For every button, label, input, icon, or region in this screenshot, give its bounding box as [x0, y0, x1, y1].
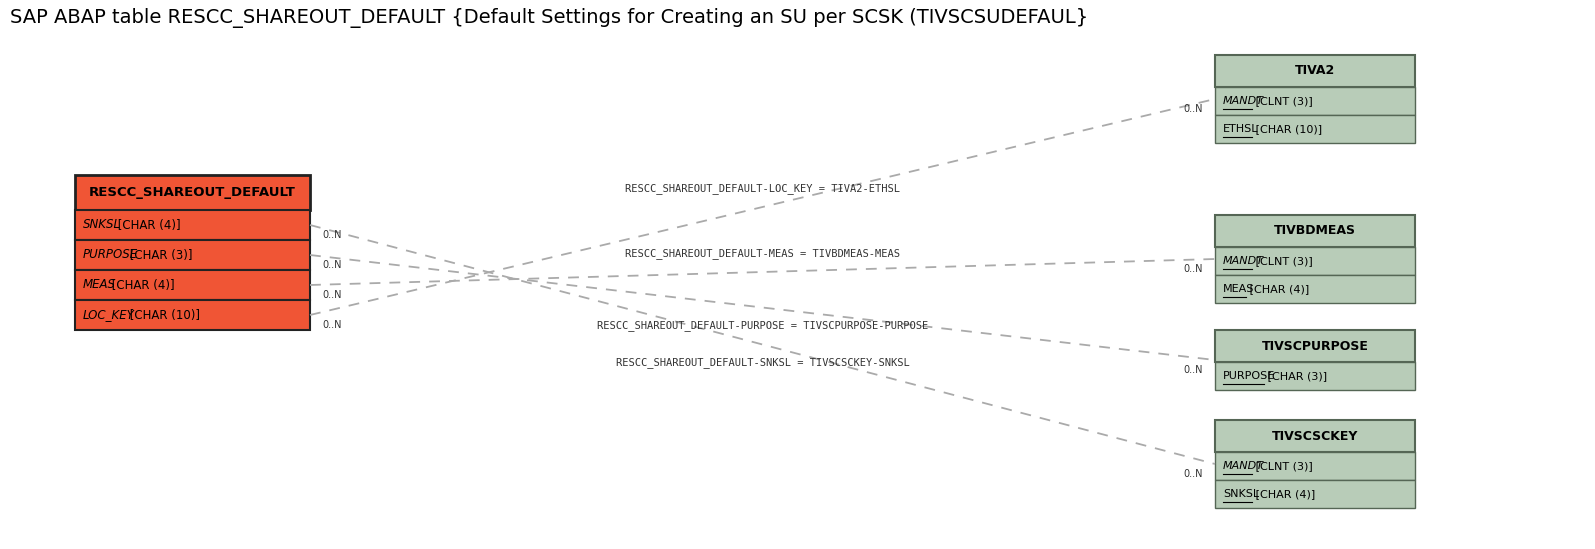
Text: [CHAR (3)]: [CHAR (3)]	[126, 249, 193, 261]
Text: RESCC_SHAREOUT_DEFAULT-MEAS = TIVBDMEAS-MEAS: RESCC_SHAREOUT_DEFAULT-MEAS = TIVBDMEAS-…	[625, 249, 900, 260]
FancyBboxPatch shape	[75, 240, 309, 270]
Text: [CLNT (3)]: [CLNT (3)]	[1252, 461, 1313, 471]
Text: [CHAR (4)]: [CHAR (4)]	[108, 278, 174, 292]
Text: 0..N: 0..N	[1183, 469, 1203, 479]
Text: MANDT: MANDT	[1223, 256, 1263, 266]
FancyBboxPatch shape	[75, 210, 309, 240]
FancyBboxPatch shape	[1215, 480, 1415, 508]
Text: PURPOSE: PURPOSE	[83, 249, 139, 261]
Text: TIVSCSCKEY: TIVSCSCKEY	[1271, 429, 1359, 442]
Text: [CHAR (4)]: [CHAR (4)]	[1246, 284, 1309, 294]
Text: 0..N: 0..N	[1183, 264, 1203, 274]
Text: 0..N: 0..N	[1183, 104, 1203, 114]
Text: 0..N: 0..N	[322, 320, 341, 330]
Text: MANDT: MANDT	[1223, 96, 1263, 106]
Text: 0..N: 0..N	[322, 230, 341, 240]
Text: PURPOSE: PURPOSE	[1223, 371, 1276, 381]
Text: TIVBDMEAS: TIVBDMEAS	[1274, 225, 1356, 238]
Text: [CLNT (3)]: [CLNT (3)]	[1252, 96, 1313, 106]
FancyBboxPatch shape	[1215, 275, 1415, 303]
FancyBboxPatch shape	[1215, 55, 1415, 87]
Text: ETHSL: ETHSL	[1223, 124, 1258, 134]
FancyBboxPatch shape	[1215, 330, 1415, 362]
Text: RESCC_SHAREOUT_DEFAULT-SNKSL = TIVSCSCKEY-SNKSL: RESCC_SHAREOUT_DEFAULT-SNKSL = TIVSCSCKE…	[616, 357, 909, 368]
Text: SNKSL: SNKSL	[83, 219, 121, 232]
Text: SAP ABAP table RESCC_SHAREOUT_DEFAULT {Default Settings for Creating an SU per S: SAP ABAP table RESCC_SHAREOUT_DEFAULT {D…	[10, 8, 1088, 28]
FancyBboxPatch shape	[1215, 247, 1415, 275]
Text: 0..N: 0..N	[322, 260, 341, 270]
FancyBboxPatch shape	[75, 175, 309, 210]
FancyBboxPatch shape	[1215, 420, 1415, 452]
Text: RESCC_SHAREOUT_DEFAULT: RESCC_SHAREOUT_DEFAULT	[89, 186, 297, 199]
Text: MEAS: MEAS	[83, 278, 116, 292]
FancyBboxPatch shape	[75, 300, 309, 330]
FancyBboxPatch shape	[1215, 87, 1415, 115]
Text: [CHAR (4)]: [CHAR (4)]	[113, 219, 180, 232]
Text: 0..N: 0..N	[1183, 365, 1203, 375]
Text: MANDT: MANDT	[1223, 461, 1263, 471]
FancyBboxPatch shape	[75, 270, 309, 300]
Text: RESCC_SHAREOUT_DEFAULT-PURPOSE = TIVSCPURPOSE-PURPOSE: RESCC_SHAREOUT_DEFAULT-PURPOSE = TIVSCPU…	[597, 320, 928, 331]
Text: [CLNT (3)]: [CLNT (3)]	[1252, 256, 1313, 266]
Text: [CHAR (10)]: [CHAR (10)]	[126, 309, 201, 322]
Text: MEAS: MEAS	[1223, 284, 1254, 294]
FancyBboxPatch shape	[1215, 115, 1415, 143]
FancyBboxPatch shape	[1215, 452, 1415, 480]
Text: 0..N: 0..N	[322, 290, 341, 300]
Text: [CHAR (4)]: [CHAR (4)]	[1252, 489, 1316, 499]
Text: TIVA2: TIVA2	[1295, 64, 1335, 77]
Text: RESCC_SHAREOUT_DEFAULT-LOC_KEY = TIVA2-ETHSL: RESCC_SHAREOUT_DEFAULT-LOC_KEY = TIVA2-E…	[625, 183, 900, 194]
FancyBboxPatch shape	[1215, 215, 1415, 247]
Text: [CHAR (3)]: [CHAR (3)]	[1263, 371, 1327, 381]
Text: SNKSL: SNKSL	[1223, 489, 1258, 499]
FancyBboxPatch shape	[1215, 362, 1415, 390]
Text: TIVSCPURPOSE: TIVSCPURPOSE	[1262, 339, 1369, 352]
Text: LOC_KEY: LOC_KEY	[83, 309, 134, 322]
Text: [CHAR (10)]: [CHAR (10)]	[1252, 124, 1322, 134]
